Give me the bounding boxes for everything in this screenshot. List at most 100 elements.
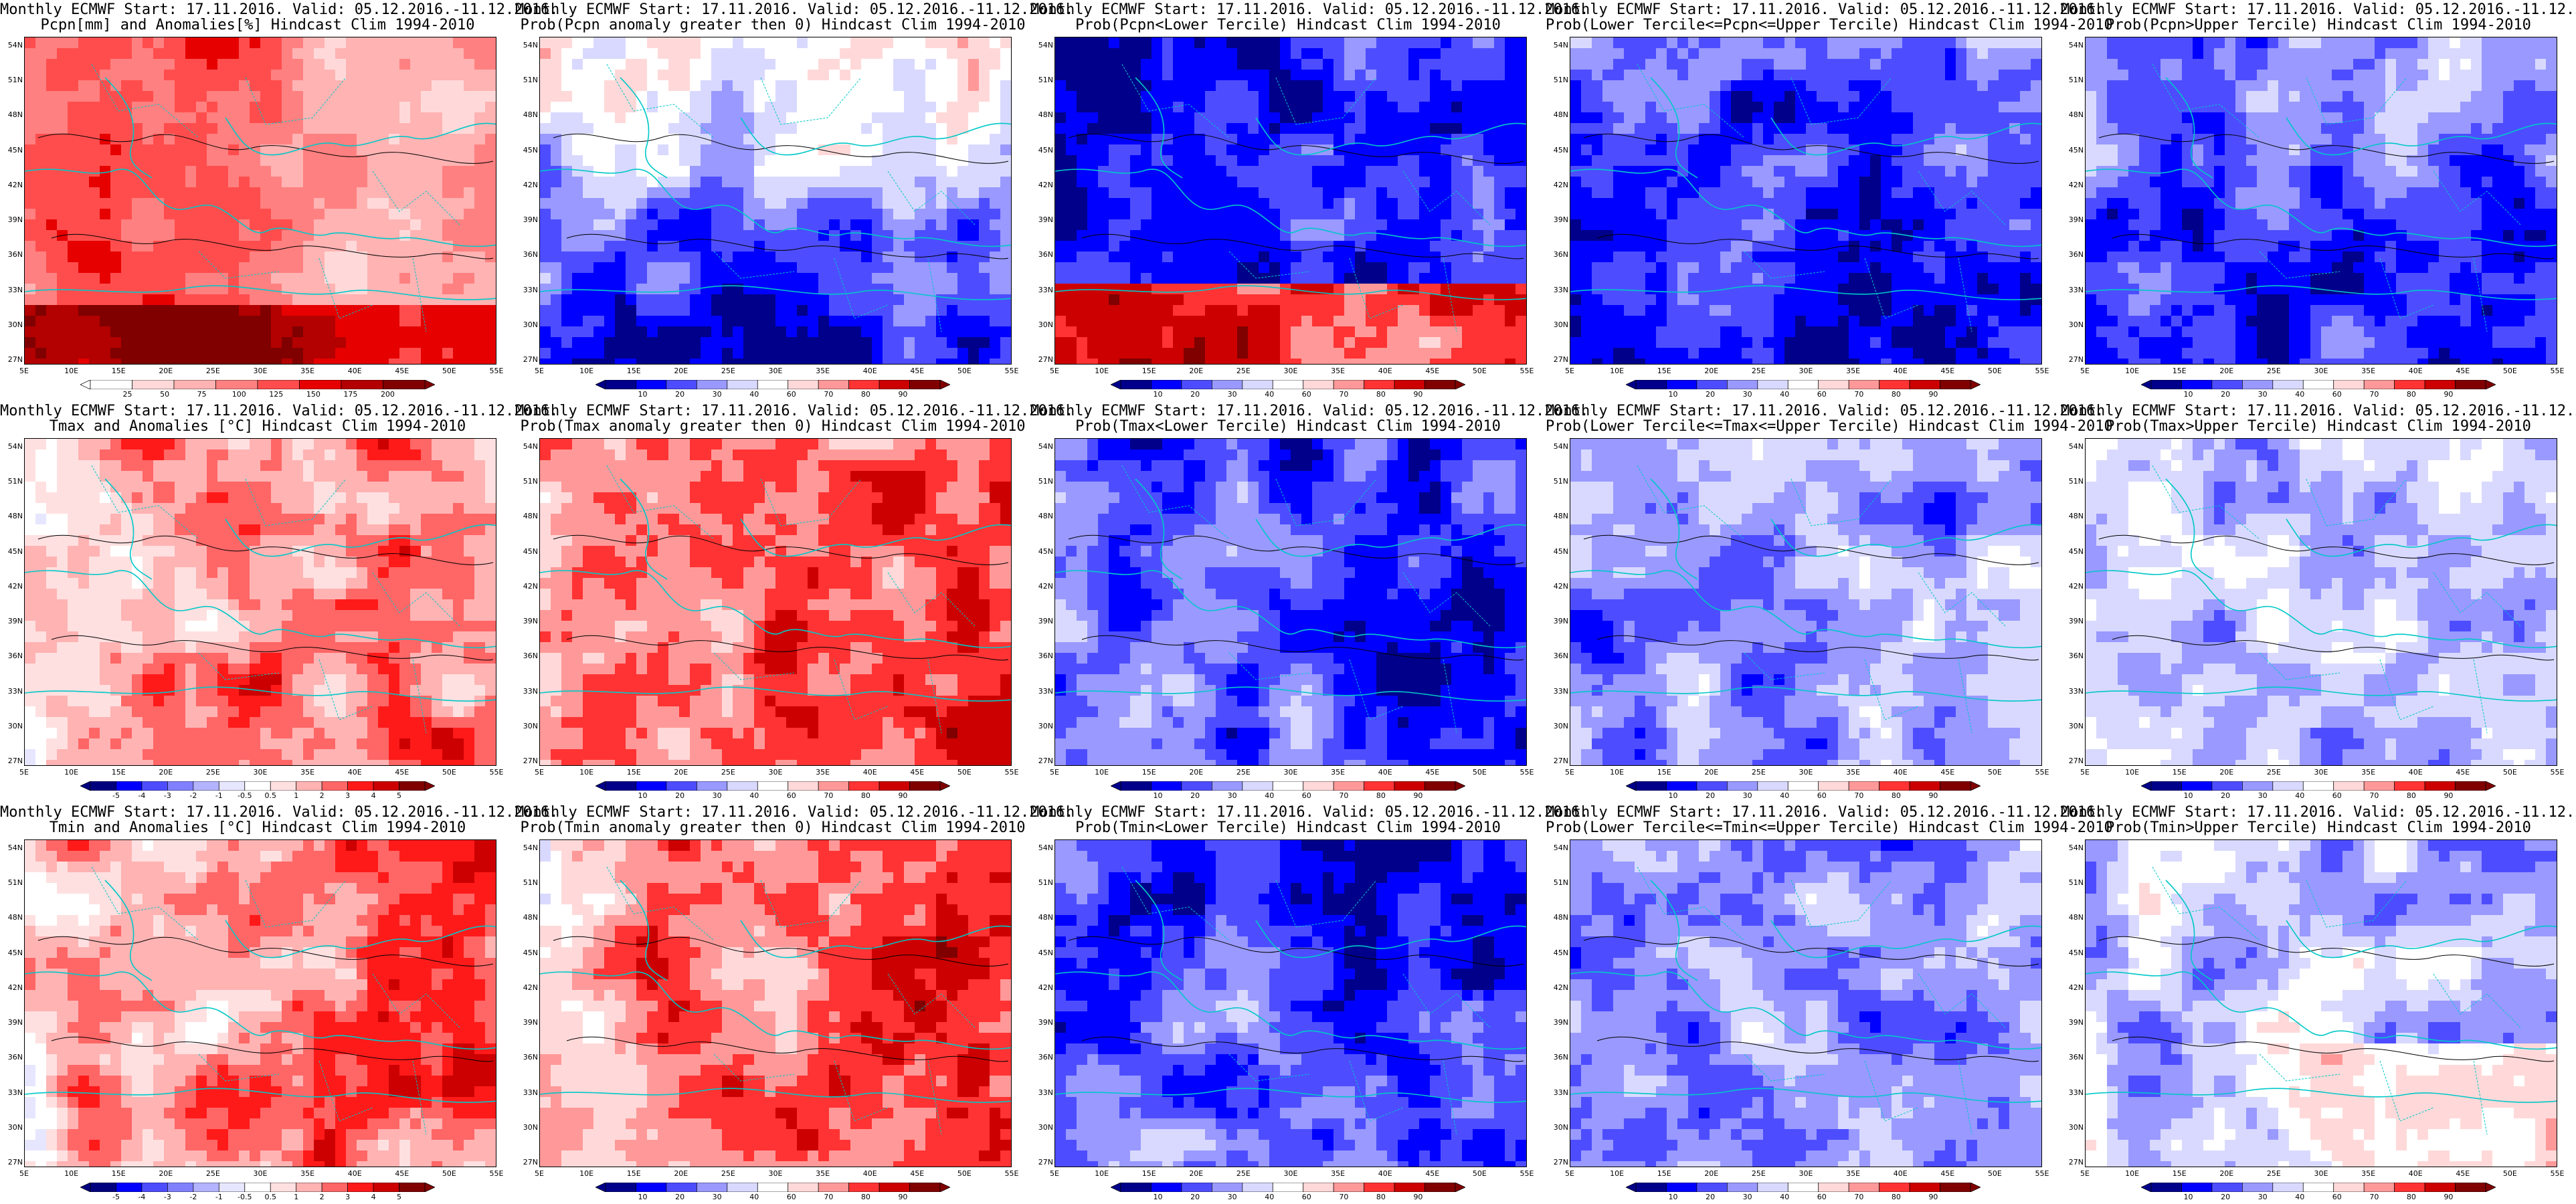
latitude-label: 54N xyxy=(2062,843,2084,852)
longitude-label: 55E xyxy=(1000,1169,1023,1178)
latitude-label: 54N xyxy=(1032,843,1053,852)
latitude-label: 33N xyxy=(1,286,23,294)
latitude-label: 27N xyxy=(517,1158,538,1167)
colorbar-label: 70 xyxy=(1333,1193,1354,1201)
map-frame xyxy=(1570,839,2042,1167)
latitude-label: 30N xyxy=(517,320,538,329)
longitude-label: 45E xyxy=(1936,1169,1959,1178)
colorbar-label: 4 xyxy=(363,791,383,800)
longitude-label: 5E xyxy=(528,367,551,375)
latitude-label: 48N xyxy=(1,110,23,119)
panel-title-line1: Monthly ECMWF Start: 17.11.2016. Valid: … xyxy=(515,403,1073,419)
longitude-label: 50E xyxy=(2498,768,2521,777)
longitude-label: 10E xyxy=(60,1169,83,1178)
longitude-label: 35E xyxy=(1842,768,1865,777)
colorbar-label: 60 xyxy=(2327,791,2347,800)
map-frame xyxy=(1570,438,2042,766)
longitude-label: 10E xyxy=(2121,768,2144,777)
map-panel: Monthly ECMWF Start: 17.11.2016. Valid: … xyxy=(2061,0,2576,401)
colorbar-label: 60 xyxy=(1297,791,1317,800)
longitude-label: 15E xyxy=(2168,1169,2191,1178)
colorbar-label: 60 xyxy=(781,1193,802,1201)
longitude-label: 5E xyxy=(1558,367,1581,375)
map-field xyxy=(1055,840,1526,1167)
longitude-label: 15E xyxy=(1653,768,1675,777)
panel-title-line1: Monthly ECMWF Start: 17.11.2016. Valid: … xyxy=(1546,804,2104,821)
colorbar-label: 10 xyxy=(2179,1193,2199,1201)
latitude-label: 42N xyxy=(1,983,23,992)
longitude-label: 5E xyxy=(1043,1169,1066,1178)
latitude-label: 33N xyxy=(1547,1088,1568,1097)
latitude-label: 39N xyxy=(1,617,23,625)
latitude-label: 39N xyxy=(1032,215,1053,224)
latitude-label: 27N xyxy=(1032,757,1053,765)
longitude-label: 30E xyxy=(2310,1169,2332,1178)
panel-title-line2: Prob(Pcpn>Upper Tercile) Hindcast Clim 1… xyxy=(2061,17,2576,33)
colorbar-label: 200 xyxy=(377,390,397,399)
map-field xyxy=(2086,840,2557,1167)
longitude-label: 5E xyxy=(2074,367,2096,375)
longitude-label: 15E xyxy=(1137,1169,1160,1178)
latitude-label: 39N xyxy=(2062,1018,2084,1027)
longitude-label: 35E xyxy=(1842,367,1865,375)
longitude-label: 25E xyxy=(2262,367,2285,375)
latitude-label: 54N xyxy=(1,843,23,852)
colorbar-label: 10 xyxy=(633,791,653,800)
latitude-label: 54N xyxy=(2062,41,2084,49)
colorbar-label: 80 xyxy=(856,390,876,399)
colorbar-label: 90 xyxy=(2438,390,2458,399)
longitude-label: 35E xyxy=(2357,1169,2380,1178)
colorbar-label: 40 xyxy=(2290,1193,2310,1201)
colorbar-label: 175 xyxy=(341,390,361,399)
colorbar-label: 90 xyxy=(2438,791,2458,800)
latitude-label: 45N xyxy=(2062,948,2084,957)
colorbar-label: 70 xyxy=(1849,390,1869,399)
longitude-label: 25E xyxy=(717,768,739,777)
colorbar-label: 20 xyxy=(2215,390,2235,399)
colorbar-label: 70 xyxy=(1849,791,1869,800)
map-panel: Monthly ECMWF Start: 17.11.2016. Valid: … xyxy=(2061,803,2576,1204)
latitude-label: 51N xyxy=(1547,878,1568,887)
latitude-label: 36N xyxy=(1547,1053,1568,1062)
colorbar-label: 30 xyxy=(2253,390,2273,399)
longitude-label: 25E xyxy=(2262,1169,2285,1178)
colorbar-label: 150 xyxy=(303,390,323,399)
colorbar-label: 80 xyxy=(1371,791,1391,800)
colorbar-label: 80 xyxy=(856,1193,876,1201)
latitude-label: 45N xyxy=(1032,146,1053,155)
longitude-label: 40E xyxy=(343,768,366,777)
map-panel: Monthly ECMWF Start: 17.11.2016. Valid: … xyxy=(1546,803,2113,1204)
panel-title-line2: Prob(Pcpn anomaly greater then 0) Hindca… xyxy=(515,17,1030,33)
colorbar-label: 30 xyxy=(1222,390,1243,399)
longitude-label: 15E xyxy=(622,1169,645,1178)
map-panel: Monthly ECMWF Start: 17.11.2016. Valid: … xyxy=(1030,401,1588,803)
colorbar-label: 60 xyxy=(1812,791,1832,800)
colorbar-label: 20 xyxy=(2215,1193,2235,1201)
longitude-label: 5E xyxy=(13,1169,35,1178)
colorbar-label: 30 xyxy=(2253,1193,2273,1201)
colorbar-label: 2 xyxy=(312,791,332,800)
panel-title-line1: Monthly ECMWF Start: 17.11.2016. Valid: … xyxy=(1030,403,1588,419)
longitude-label: 30E xyxy=(1795,1169,1817,1178)
colorbar-label: -3 xyxy=(157,791,177,800)
longitude-label: 10E xyxy=(60,367,83,375)
colorbar-label: 0.5 xyxy=(260,791,280,800)
latitude-label: 45N xyxy=(517,948,538,957)
latitude-label: 51N xyxy=(1547,76,1568,84)
latitude-label: 42N xyxy=(517,983,538,992)
latitude-label: 51N xyxy=(1,878,23,887)
map-field xyxy=(540,439,1011,765)
colorbar-label: 2 xyxy=(312,1193,332,1201)
latitude-label: 30N xyxy=(1032,320,1053,329)
colorbar-label: 30 xyxy=(707,791,727,800)
colorbar-label: 90 xyxy=(893,390,913,399)
longitude-label: 45E xyxy=(391,367,413,375)
colorbar-label: 90 xyxy=(1923,390,1943,399)
longitude-label: 30E xyxy=(1279,1169,1302,1178)
latitude-label: 30N xyxy=(2062,722,2084,730)
map-field xyxy=(1570,37,2041,364)
colorbar-label: 10 xyxy=(2179,791,2199,800)
longitude-label: 5E xyxy=(1558,1169,1581,1178)
longitude-label: 30E xyxy=(249,367,272,375)
panel-title-line2: Prob(Pcpn<Lower Tercile) Hindcast Clim 1… xyxy=(1030,17,1546,33)
